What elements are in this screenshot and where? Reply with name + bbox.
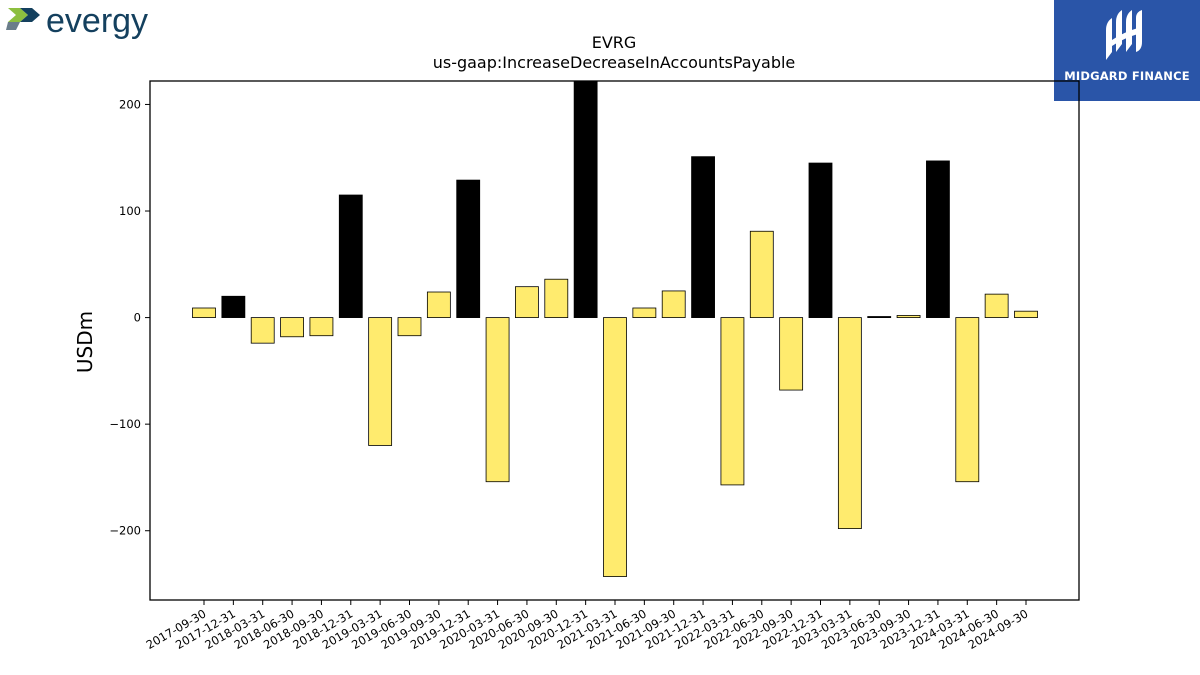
bar-2020-09-30 [544,278,569,318]
bar-2019-09-30 [426,291,451,318]
bar-2020-12-31 [573,80,598,318]
bars-group [192,80,1038,577]
evergy-wordmark: evergy [46,2,148,40]
y-tick-label: 100 [119,204,141,218]
bar-2018-03-31 [250,317,275,344]
bar-2021-09-30 [661,290,686,318]
y-tick-label: 200 [119,97,141,111]
bar-2024-03-31 [955,317,980,483]
bar-2024-09-30 [1014,310,1038,318]
evergy-logo-mark: evergy [6,2,148,40]
y-axis: −200 −100 0 100 200 [109,97,150,538]
bar-2018-06-30 [280,317,304,338]
evergy-logo: evergy [6,2,186,42]
bar-2022-12-31 [808,162,833,318]
plot-frame [149,80,1080,601]
chart-subtitle: us-gaap:IncreaseDecreaseInAccountsPayabl… [433,53,796,72]
bar-2020-06-30 [515,286,539,318]
bar-2018-12-31 [338,194,363,318]
midgard-logo-mark [1106,10,1142,60]
bar-2024-06-30 [984,293,1009,318]
y-tick-label: −100 [109,417,141,431]
bar-2023-03-31 [837,317,862,529]
bar-2017-09-30 [192,307,216,318]
bar-2020-03-31 [485,317,510,483]
bar-2019-03-31 [368,317,393,446]
y-axis-label: USDm [73,311,97,373]
bar-2021-06-30 [632,307,657,318]
bar-2022-06-30 [749,230,774,318]
evergy-chevron-green [8,8,28,22]
bar-2018-09-30 [309,317,334,337]
bar-2021-03-31 [603,317,627,577]
bar-2022-03-31 [720,317,745,486]
midgard-wordmark: MIDGARD FINANCE [1064,69,1190,83]
bar-2019-06-30 [397,317,422,337]
evergy-chevron-navy [20,8,40,22]
bar-2022-09-30 [779,317,804,391]
midgard-finance-logo: MIDGARD FINANCE [1054,0,1200,101]
x-axis: 2017-09-302017-12-312018-03-312018-06-30… [144,600,1031,652]
bar-2023-09-30 [896,315,921,318]
chart-title: EVRG [592,33,637,52]
evergy-chevron-grey [6,22,20,30]
bar-2017-12-31 [221,295,246,318]
bar-2019-12-31 [456,179,481,318]
bar-2023-12-31 [926,160,950,318]
bar-2021-12-31 [691,156,715,318]
y-tick-label: 0 [134,311,141,325]
bar-2023-06-30 [867,316,892,318]
y-tick-label: −200 [109,524,141,538]
